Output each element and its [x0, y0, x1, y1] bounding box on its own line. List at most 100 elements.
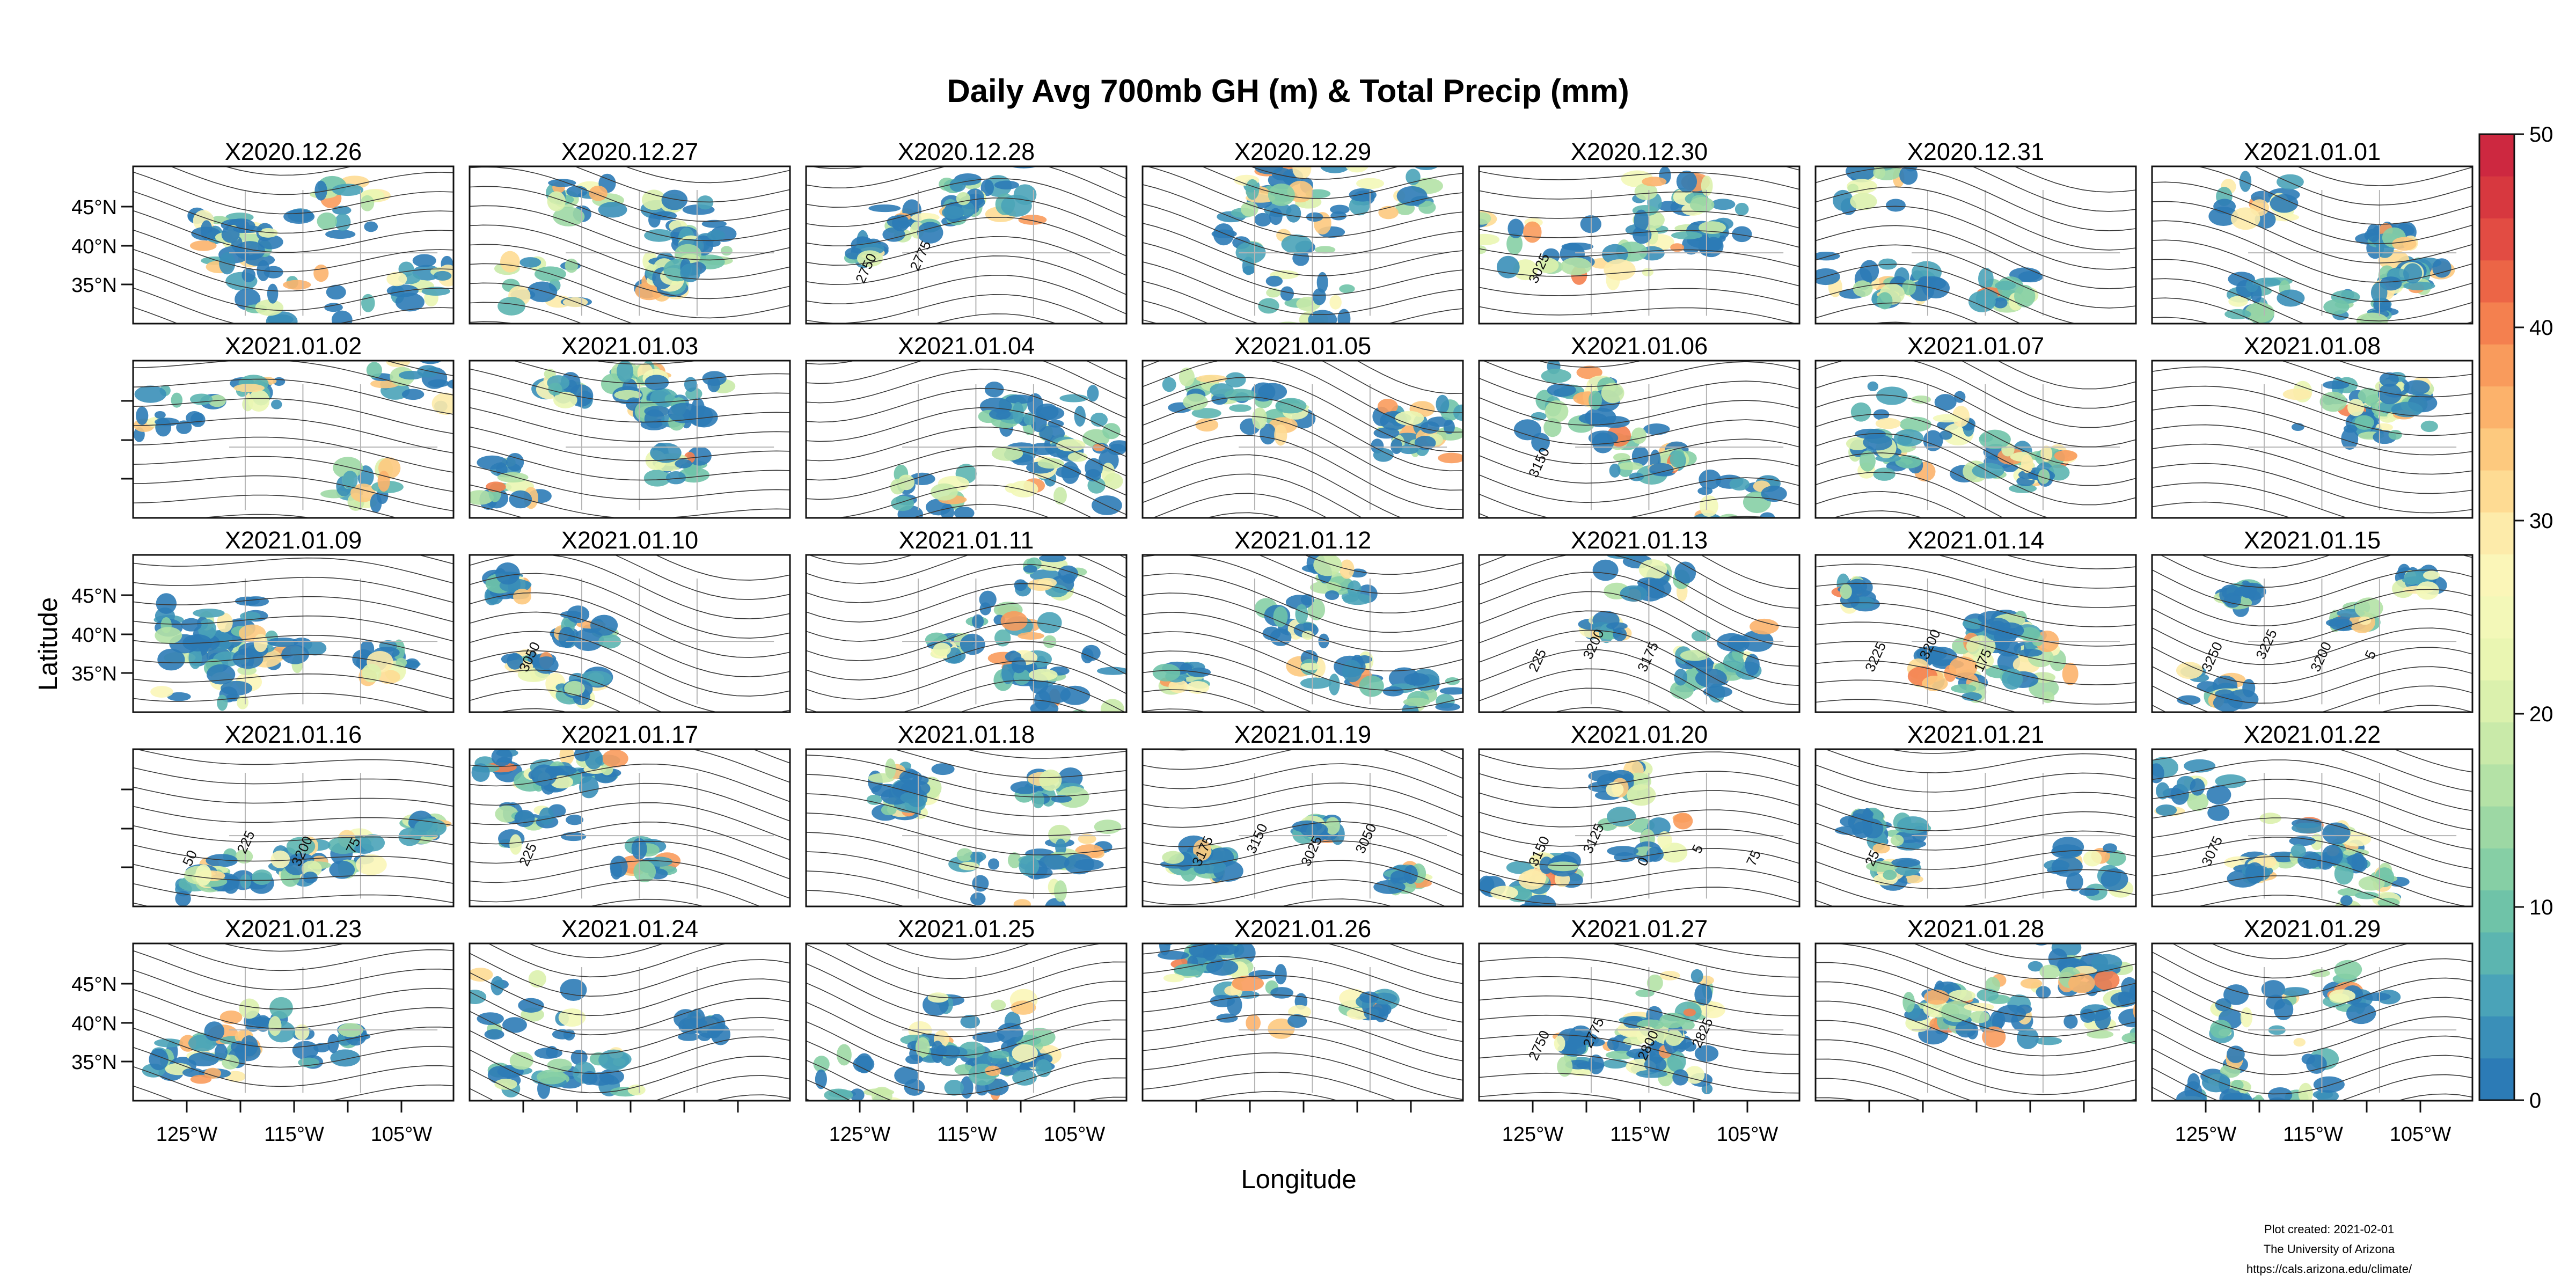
precip-cell — [190, 1074, 212, 1084]
precip-cell — [1860, 260, 1879, 282]
precip-cell — [1186, 680, 1210, 694]
precip-cell — [2068, 973, 2095, 993]
gh-contour — [133, 171, 453, 215]
precip-cell — [1670, 450, 1685, 468]
precip-cell — [314, 180, 327, 201]
precip-cell — [1691, 630, 1711, 642]
precip-cell — [1403, 698, 1431, 707]
precip-cell — [1339, 284, 1355, 294]
gh-contour — [1479, 397, 1799, 426]
map-panel: X2021.01.26 — [1141, 915, 1464, 1113]
precip-cell — [2176, 662, 2203, 679]
contour-label: 2750 — [1525, 1028, 1553, 1063]
gh-contour — [2152, 875, 2403, 906]
gh-contour — [1143, 592, 1463, 653]
precip-cell — [2282, 389, 2312, 400]
precip-cell — [1875, 418, 1901, 429]
gh-contour — [1479, 751, 1799, 770]
precip-cell — [303, 641, 327, 656]
gh-contour — [2152, 220, 2472, 283]
gh-contour — [2152, 239, 2472, 302]
gh-contour — [1816, 564, 2136, 608]
y-tick-label: 35°N — [71, 663, 117, 685]
precip-cell — [2016, 1004, 2032, 1014]
gh-contour — [487, 943, 790, 978]
gh-contour — [1479, 494, 1799, 518]
gh-contour — [1816, 784, 2136, 812]
precip-cell — [1891, 858, 1921, 867]
precip-cell — [360, 834, 385, 852]
precip-cell — [326, 284, 346, 300]
precip-cell — [421, 287, 450, 296]
precip-cell — [497, 472, 529, 483]
map-panel: X2021.01.29 125°W 115°W 105°W — [2151, 915, 2473, 1146]
precip-cell — [295, 1024, 310, 1040]
gh-contour — [1143, 361, 1463, 433]
gh-contour — [1816, 167, 2136, 231]
precip-cell — [157, 648, 185, 671]
precip-cell — [1347, 580, 1362, 597]
gh-contour — [1816, 264, 2078, 324]
precip-cell — [1665, 1029, 1683, 1046]
precip-cell — [589, 185, 608, 201]
precip-cell — [189, 393, 213, 405]
panel-title: X2021.01.13 — [1571, 526, 1708, 554]
precip-cell — [1592, 432, 1614, 453]
precip-cell — [1949, 656, 1978, 679]
precip-cell — [1308, 310, 1337, 324]
precip-cell — [502, 1017, 527, 1033]
gh-contour — [2013, 166, 2136, 193]
precip-cell — [1273, 606, 1288, 627]
gh-contour — [1816, 225, 2136, 289]
gh-contour — [806, 1021, 1126, 1076]
precip-cell — [997, 1022, 1023, 1044]
gh-contour — [470, 953, 790, 997]
gh-contour — [133, 863, 453, 884]
precip-cell — [1183, 393, 1208, 411]
colorbar-swatch — [2479, 1058, 2514, 1101]
precip-cell — [1643, 423, 1670, 435]
gh-contour — [2152, 385, 2472, 436]
panel-frame — [1141, 748, 1464, 908]
credit-institution: The University of Arizona — [2263, 1242, 2395, 1256]
precip-cell — [264, 266, 283, 279]
precip-cell — [885, 758, 896, 779]
gh-contour — [1816, 1078, 1922, 1101]
gh-contour — [1143, 1033, 1463, 1081]
precip-cell — [707, 230, 726, 241]
precip-cell — [398, 828, 421, 846]
precip-cell — [1406, 169, 1421, 185]
precip-cell — [2270, 194, 2299, 213]
precip-cell — [2215, 774, 2246, 788]
precip-cell — [2066, 872, 2083, 892]
gh-contour — [1816, 471, 2004, 518]
precip-cell — [547, 191, 566, 211]
gh-contour — [1479, 771, 1799, 789]
x-tick-label: 125°W — [156, 1123, 218, 1146]
gh-contour — [884, 943, 1031, 960]
gh-contour — [2152, 952, 2472, 998]
precip-cell — [837, 1044, 852, 1066]
panel-frame — [1141, 554, 1464, 713]
precip-cell — [678, 467, 709, 483]
gh-contour — [470, 166, 790, 222]
precip-cell — [333, 457, 363, 479]
gh-contour — [1143, 473, 1363, 518]
gh-contour — [1194, 1091, 1340, 1101]
panel-frame — [805, 554, 1128, 713]
precip-cell — [214, 1044, 228, 1061]
precip-cell — [1893, 429, 1923, 447]
precip-cell — [1287, 1014, 1307, 1028]
precip-cell — [1584, 407, 1616, 427]
gh-contour — [1143, 1013, 1463, 1062]
precip-cell — [579, 776, 599, 799]
panel-frame — [805, 748, 1128, 908]
precip-cell — [500, 251, 520, 273]
precip-cell — [1576, 365, 1602, 379]
gh-contour — [808, 166, 1126, 179]
precip-cell — [1195, 418, 1219, 432]
panel-frame — [1814, 165, 2137, 325]
precip-cell — [1225, 372, 1246, 387]
gh-contour — [1479, 455, 1799, 484]
gh-contour — [2196, 895, 2350, 906]
